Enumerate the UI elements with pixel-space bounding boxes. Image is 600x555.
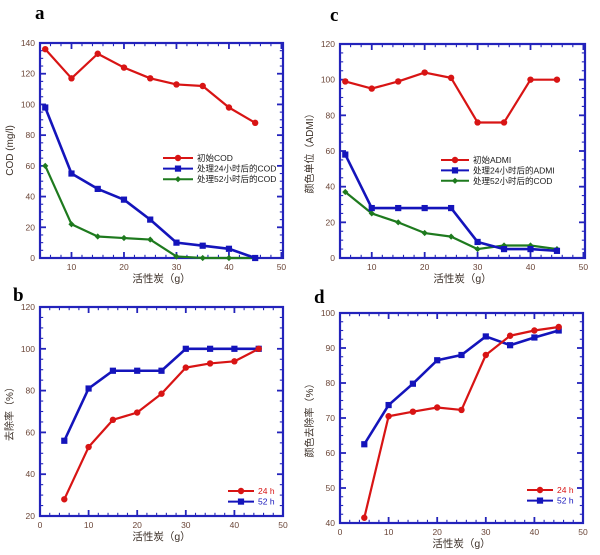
svg-text:颜色单位（ADMI）: 颜色单位（ADMI） — [303, 109, 316, 194]
svg-text:60: 60 — [26, 427, 36, 437]
svg-text:80: 80 — [326, 110, 336, 120]
svg-text:COD (mg/l): COD (mg/l) — [5, 125, 16, 176]
svg-text:活性炭（g）: 活性炭（g） — [132, 530, 190, 543]
svg-text:处理24小时后的COD: 处理24小时后的COD — [197, 164, 276, 174]
svg-text:120: 120 — [21, 302, 35, 312]
chart-a-cod-vs-carbon: 10 20 30 40 50 0 20 40 60 80 100 120 140 活性炭（g） COD (m… — [0, 0, 300, 285]
svg-text:20: 20 — [326, 217, 336, 227]
svg-text:40: 40 — [326, 518, 336, 528]
svg-text:去除率（%）: 去除率（%） — [3, 382, 16, 441]
svg-text:10: 10 — [84, 520, 94, 530]
svg-text:100: 100 — [21, 344, 35, 354]
panel-c: c 10 20 30 40 50 0 20 40 60 80 100 120 活性炭（g） 颜色单位（AD… — [300, 0, 600, 285]
svg-text:40: 40 — [224, 262, 234, 272]
svg-text:120: 120 — [21, 69, 35, 79]
svg-text:10: 10 — [367, 262, 377, 272]
svg-text:80: 80 — [26, 130, 36, 140]
chart-svg-a: 10 20 30 40 50 0 20 40 60 80 100 120 140 活性炭（g） COD (m… — [5, 38, 287, 285]
svg-text:52 h: 52 h — [557, 496, 574, 506]
svg-text:30: 30 — [172, 262, 182, 272]
svg-text:20: 20 — [132, 520, 142, 530]
svg-text:20: 20 — [420, 262, 430, 272]
svg-text:60: 60 — [326, 448, 336, 458]
svg-text:24 h: 24 h — [557, 485, 574, 495]
chart-d-color-removal-rate: 0 10 20 30 40 50 40 50 60 70 80 90 100 活性炭（g） 颜色去除率（%）… — [300, 277, 600, 555]
svg-text:50: 50 — [278, 520, 288, 530]
panel-letter-a: a — [35, 3, 45, 24]
panel-d: d 0 10 20 30 40 50 40 50 60 70 80 90 100 活性炭（g） 颜色去除率（… — [300, 277, 600, 555]
svg-text:20: 20 — [26, 222, 36, 232]
svg-text:活性炭（g）: 活性炭（g） — [132, 272, 190, 285]
svg-text:80: 80 — [326, 378, 336, 388]
svg-text:50: 50 — [277, 262, 287, 272]
panel-letter-b: b — [13, 285, 24, 306]
svg-text:140: 140 — [21, 38, 35, 48]
svg-text:50: 50 — [579, 262, 589, 272]
svg-text:初始ADMI: 初始ADMI — [473, 155, 511, 165]
svg-text:10: 10 — [384, 527, 394, 537]
svg-text:40: 40 — [230, 520, 240, 530]
svg-text:80: 80 — [26, 386, 36, 396]
svg-text:100: 100 — [21, 99, 35, 109]
svg-text:20: 20 — [119, 262, 129, 272]
svg-text:40: 40 — [530, 527, 540, 537]
chart-svg-d: 0 10 20 30 40 50 40 50 60 70 80 90 100 活性炭（g） 颜色去除率（%）… — [303, 308, 588, 550]
chart-c-admi-vs-carbon: 10 20 30 40 50 0 20 40 60 80 100 120 活性炭（g） 颜色单位（ADMI… — [300, 0, 600, 285]
svg-text:60: 60 — [26, 161, 36, 171]
svg-text:初始COD: 初始COD — [197, 153, 233, 163]
svg-text:20: 20 — [432, 527, 442, 537]
svg-text:120: 120 — [321, 39, 335, 49]
svg-text:40: 40 — [326, 182, 336, 192]
panel-letter-c: c — [330, 5, 339, 26]
svg-text:100: 100 — [321, 308, 335, 318]
svg-text:0: 0 — [30, 253, 35, 263]
svg-text:20: 20 — [26, 511, 36, 521]
svg-text:0: 0 — [338, 527, 343, 537]
svg-text:70: 70 — [326, 413, 336, 423]
panel-letter-d: d — [314, 287, 325, 308]
svg-text:处理52小时后的COD: 处理52小时后的COD — [197, 174, 276, 184]
svg-text:60: 60 — [326, 146, 336, 156]
svg-text:90: 90 — [326, 343, 336, 353]
panel-a: a 10 20 30 40 50 0 20 40 60 80 100 120 140 活性炭（g） COD … — [0, 0, 300, 285]
svg-text:30: 30 — [481, 527, 491, 537]
svg-text:30: 30 — [181, 520, 191, 530]
svg-text:活性炭（g）: 活性炭（g） — [432, 537, 490, 550]
svg-text:50: 50 — [326, 483, 336, 493]
svg-text:30: 30 — [473, 262, 483, 272]
svg-text:40: 40 — [26, 469, 36, 479]
svg-text:10: 10 — [67, 262, 77, 272]
chart-b-removal-rate: 0 10 20 30 40 50 20 40 60 80 100 120 活性炭（g） 去除率（%） 24 … — [0, 277, 300, 555]
svg-text:活性炭（g）: 活性炭（g） — [433, 272, 491, 285]
svg-text:处理24小时后的ADMI: 处理24小时后的ADMI — [473, 165, 555, 175]
svg-text:40: 40 — [526, 262, 536, 272]
svg-text:0: 0 — [330, 253, 335, 263]
panel-b: b 0 10 20 30 40 50 20 40 60 80 100 120 活性炭（g） 去除率（%） 2… — [0, 277, 300, 555]
svg-text:处理52小时后的COD: 处理52小时后的COD — [473, 176, 552, 186]
svg-text:40: 40 — [26, 192, 36, 202]
svg-text:24 h: 24 h — [258, 486, 275, 496]
svg-text:颜色去除率（%）: 颜色去除率（%） — [303, 379, 316, 458]
svg-text:100: 100 — [321, 75, 335, 85]
chart-svg-c: 10 20 30 40 50 0 20 40 60 80 100 120 活性炭（g） 颜色单位（ADMI… — [303, 39, 589, 285]
chart-svg-b: 0 10 20 30 40 50 20 40 60 80 100 120 活性炭（g） 去除率（%） 24 … — [3, 302, 288, 543]
svg-text:52 h: 52 h — [258, 497, 275, 507]
svg-text:50: 50 — [578, 527, 588, 537]
svg-text:0: 0 — [38, 520, 43, 530]
